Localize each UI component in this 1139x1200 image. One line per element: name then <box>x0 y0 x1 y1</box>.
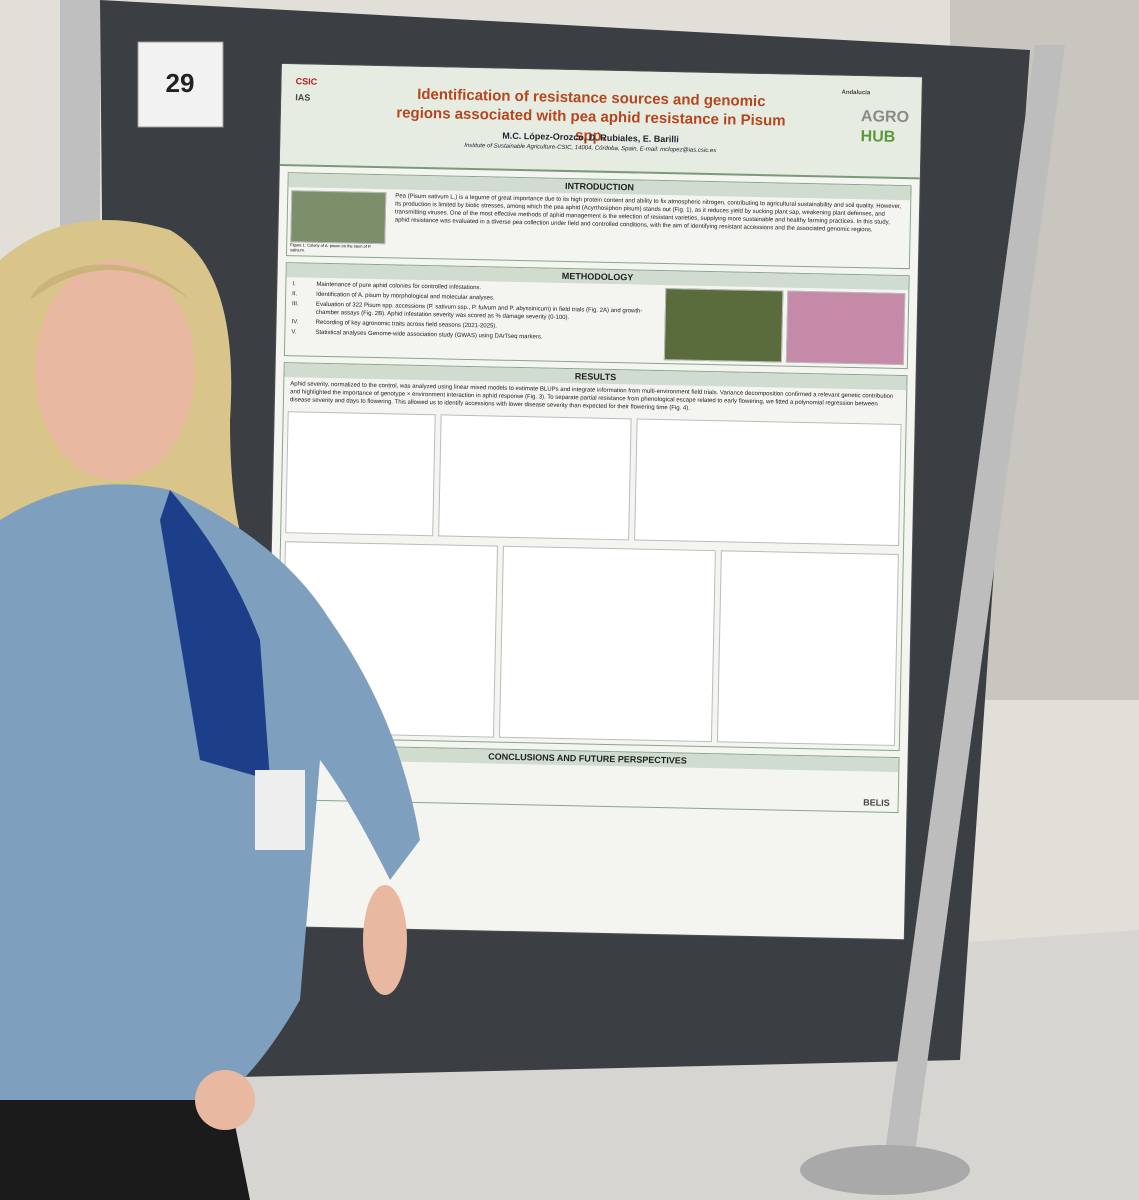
figure <box>499 545 717 743</box>
introduction: INTRODUCTION Figure 1. Colony of A. pisu… <box>285 172 912 270</box>
method-number: II. <box>292 291 298 298</box>
logo: IAS <box>295 92 311 103</box>
board-number: 29 <box>166 68 195 98</box>
methodology: METHODOLOGY I. Maintenance of pure aphid … <box>283 262 910 370</box>
logo: HUB <box>860 128 896 146</box>
photo <box>290 190 387 245</box>
method-number: V. <box>291 329 297 336</box>
figure <box>285 411 436 537</box>
method-number: III. <box>291 301 299 308</box>
method-number: IV. <box>291 319 299 326</box>
figure <box>438 414 633 541</box>
poster: CSIC IAS Andalucía AGRO HUB Identificati… <box>263 64 922 940</box>
figure <box>634 418 902 547</box>
intro-text: Pea (Pisum sativum L.) is a legume of gr… <box>394 193 902 234</box>
results: RESULTS Aphid severity, normalized to th… <box>275 362 908 752</box>
logo: BELIS <box>863 797 890 808</box>
logo: Andalucía <box>841 89 871 97</box>
method-number: I. <box>292 281 296 288</box>
caption: Figure 1. Colony of A. pisum on the stem… <box>290 242 372 253</box>
logo: AGRO <box>860 108 910 127</box>
board-post <box>880 45 1065 1190</box>
logo: CSIC <box>295 76 318 87</box>
poster-header: CSIC IAS Andalucía AGRO HUB Identificati… <box>279 64 922 180</box>
photo <box>663 288 784 363</box>
post-base <box>800 1145 970 1195</box>
photo <box>785 290 906 366</box>
method-list: I. Maintenance of pure aphid colonies for… <box>285 277 663 363</box>
number-card <box>137 41 224 128</box>
figure <box>280 541 499 738</box>
board-post <box>60 0 100 230</box>
figure <box>717 550 899 746</box>
conclusions: CONCLUSIONS AND FUTURE PERSPECTIVES BELI… <box>274 744 900 814</box>
